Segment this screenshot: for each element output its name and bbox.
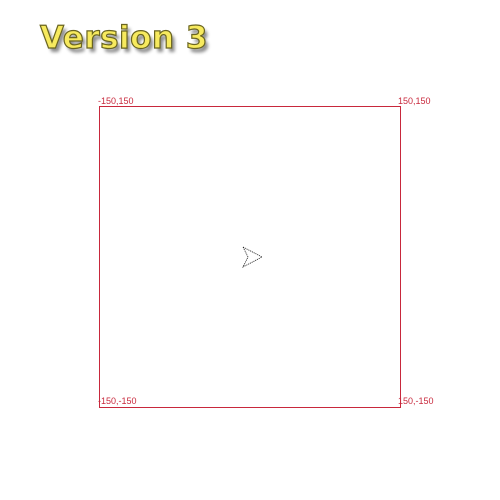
- boundary-box: [99, 106, 401, 408]
- turtle-arrow-icon: [242, 246, 263, 268]
- corner-label-bottom-left: -150,-150: [98, 396, 137, 406]
- corner-label-top-right: 150,150: [398, 96, 431, 106]
- version-title: Version 3: [39, 19, 208, 56]
- corner-label-bottom-right: 150,-150: [398, 396, 434, 406]
- corner-label-top-left: -150,150: [98, 96, 134, 106]
